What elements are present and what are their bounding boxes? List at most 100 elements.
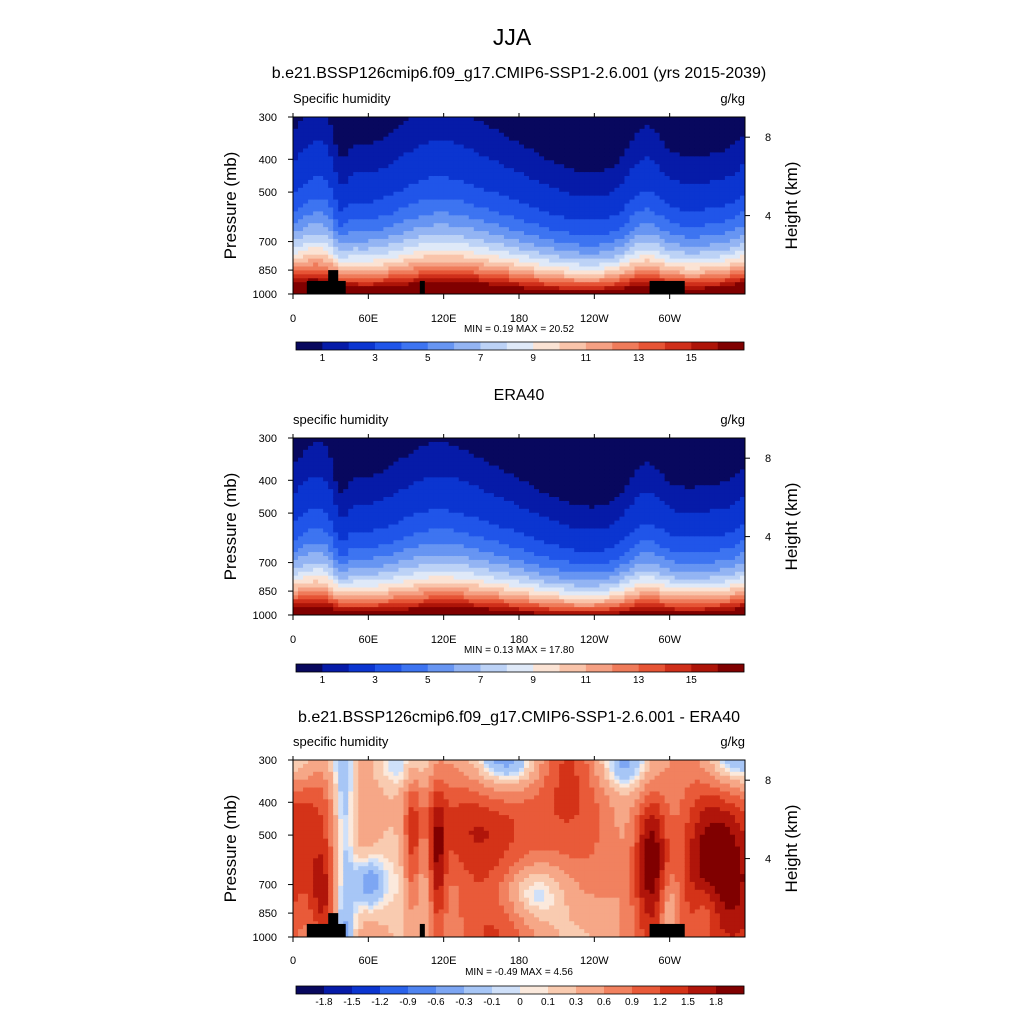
field-cell	[544, 199, 550, 205]
field-cell	[714, 199, 721, 205]
field-cell	[483, 164, 490, 169]
field-cell	[438, 117, 445, 122]
field-cell	[468, 231, 475, 236]
field-cell	[378, 266, 384, 271]
field-cell	[448, 223, 455, 228]
field-cell	[513, 274, 520, 279]
field-cell	[453, 286, 460, 291]
field-cell	[333, 242, 339, 248]
field-cell	[428, 290, 435, 294]
field-cell	[378, 595, 384, 600]
field-cell	[363, 199, 369, 205]
field-cell	[378, 552, 384, 557]
field-cell	[579, 199, 585, 205]
field-cell	[368, 270, 374, 275]
field-cell	[428, 215, 435, 220]
field-cell	[539, 223, 545, 228]
field-cell	[619, 219, 626, 224]
field-cell	[493, 191, 500, 197]
field-cell	[358, 571, 364, 577]
field-cell	[293, 191, 299, 197]
field-cell	[333, 164, 339, 169]
field-cell	[714, 211, 721, 216]
field-cell	[398, 207, 405, 212]
field-cell	[549, 172, 555, 177]
field-cell	[428, 140, 435, 146]
field-cell	[448, 242, 455, 248]
field-cell	[353, 599, 359, 604]
field-cell	[318, 227, 324, 232]
field-cell	[689, 120, 696, 126]
field-cell	[343, 449, 349, 455]
field-cell	[629, 117, 636, 122]
field-cell	[363, 262, 369, 268]
field-cell	[619, 179, 626, 185]
field-cell	[393, 258, 400, 264]
field-cell	[383, 445, 390, 451]
field-cell	[569, 203, 575, 209]
field-cell	[624, 215, 631, 220]
field-cell	[378, 445, 384, 451]
field-cell	[709, 199, 716, 205]
field-cell	[524, 266, 530, 271]
field-cell	[373, 152, 379, 157]
field-cell	[418, 262, 425, 268]
field-cell	[694, 262, 701, 268]
field-cell	[308, 227, 314, 232]
field-cell	[463, 164, 470, 169]
min-max-stats: MIN = 0.19 MAX = 20.52	[464, 324, 574, 335]
field-cell	[433, 262, 440, 268]
field-cell	[463, 274, 470, 279]
field-cell	[524, 290, 530, 294]
field-cell	[554, 117, 560, 122]
field-cell	[724, 231, 731, 236]
field-cell	[383, 591, 390, 596]
field-cell	[458, 231, 465, 236]
field-cell	[503, 254, 510, 260]
field-cell	[428, 160, 435, 165]
field-cell	[363, 203, 369, 209]
field-cell	[659, 148, 666, 153]
field-cell	[498, 148, 505, 153]
field-cell	[629, 211, 636, 216]
field-cell	[423, 231, 430, 236]
field-cell	[423, 160, 430, 165]
field-cell	[443, 136, 450, 142]
field-cell	[679, 246, 686, 252]
field-cell	[348, 191, 354, 197]
field-cell	[318, 219, 324, 224]
field-cell	[293, 493, 299, 498]
field-cell	[323, 152, 329, 157]
field-cell	[303, 144, 309, 150]
field-cell	[634, 215, 641, 220]
field-cell	[699, 254, 706, 260]
field-cell	[313, 469, 319, 474]
field-cell	[569, 211, 575, 216]
field-cell	[674, 136, 681, 142]
field-cell	[348, 485, 354, 490]
field-cell	[689, 199, 696, 205]
field-cell	[704, 270, 711, 275]
field-cell	[664, 254, 671, 260]
field-cell	[714, 117, 721, 122]
field-cell	[353, 536, 359, 541]
field-cell	[313, 242, 319, 248]
field-cell	[503, 258, 510, 264]
field-cell	[649, 266, 656, 271]
field-cell	[644, 117, 651, 122]
field-cell	[363, 532, 369, 537]
field-cell	[438, 172, 445, 177]
field-cell	[664, 117, 671, 122]
field-cell	[458, 238, 465, 244]
field-cell	[333, 473, 339, 478]
field-cell	[338, 128, 344, 134]
field-cell	[519, 266, 525, 271]
field-cell	[353, 223, 359, 228]
field-cell	[574, 286, 580, 291]
field-cell	[473, 144, 480, 150]
field-cell	[534, 219, 540, 224]
field-cell	[734, 250, 741, 256]
field-cell	[694, 124, 701, 130]
field-cell	[318, 461, 324, 467]
field-cell	[619, 128, 626, 134]
